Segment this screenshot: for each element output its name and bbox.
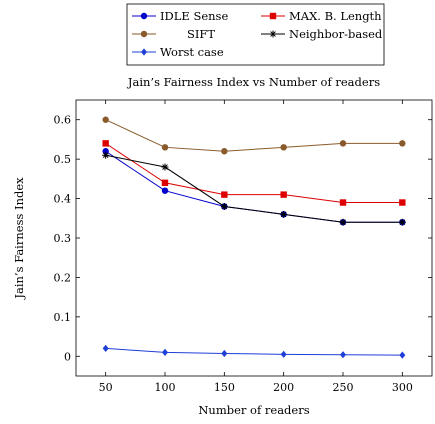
data-point xyxy=(339,218,347,226)
series-line xyxy=(105,119,403,152)
x-tick-label: 50 xyxy=(99,381,113,394)
y-tick-label: 0.5 xyxy=(54,153,72,166)
data-point xyxy=(102,140,109,147)
data-point xyxy=(399,140,406,147)
x-tick-label: 250 xyxy=(333,381,354,394)
legend-item: SIFT xyxy=(132,27,215,41)
legend-label: Worst case xyxy=(160,45,224,59)
y-tick-label: 0 xyxy=(64,350,71,363)
data-point xyxy=(102,344,109,352)
y-tick-label: 0.6 xyxy=(54,114,72,127)
series-max-b-length xyxy=(102,140,406,206)
data-point xyxy=(161,187,169,194)
y-tick-label: 0.1 xyxy=(54,311,72,324)
data-point xyxy=(398,218,406,226)
legend-marker xyxy=(141,48,147,56)
plot-area xyxy=(75,99,433,377)
legend-label: MAX. B. Length xyxy=(289,9,382,23)
legend-item: MAX. B. Length xyxy=(261,9,382,23)
data-point xyxy=(280,210,288,218)
y-tick-label: 0.2 xyxy=(54,271,72,284)
legend-marker xyxy=(269,30,277,38)
legend-label: SIFT xyxy=(187,27,215,41)
series-worst-case xyxy=(102,344,406,359)
data-point xyxy=(102,148,109,155)
data-point xyxy=(221,349,228,358)
series-line xyxy=(105,142,403,204)
legend: IDLE Sense MAX. B. Length SIFT Neighbor-bas… xyxy=(126,3,385,66)
data-point xyxy=(162,348,168,356)
legend-marker xyxy=(269,12,277,20)
x-tick-label: 200 xyxy=(273,381,294,394)
series-neighbor-based xyxy=(102,151,406,226)
x-tick-label: 300 xyxy=(392,381,413,394)
series-sift xyxy=(102,116,406,155)
x-axis-label: Number of readers xyxy=(198,403,309,417)
series-line xyxy=(105,150,403,223)
data-point xyxy=(102,151,110,159)
data-point xyxy=(280,350,287,358)
legend-marker xyxy=(140,12,148,20)
series-line xyxy=(105,154,403,223)
data-point xyxy=(221,191,228,198)
data-point xyxy=(161,179,169,186)
data-point xyxy=(280,191,287,198)
legend-label: Neighbor-based xyxy=(289,27,383,41)
legend-item: Worst case xyxy=(132,45,224,59)
data-point xyxy=(339,199,347,206)
legend-label: IDLE Sense xyxy=(160,9,228,23)
data-point xyxy=(161,144,169,151)
data-point xyxy=(161,163,169,171)
x-tick-label: 100 xyxy=(155,381,176,394)
y-tick-label: 0.4 xyxy=(54,193,72,206)
legend-box xyxy=(126,3,385,66)
data-point xyxy=(220,202,228,210)
legend-item: IDLE Sense xyxy=(132,9,228,23)
data-point xyxy=(102,116,109,123)
data-point xyxy=(280,144,287,151)
data-point xyxy=(339,140,347,147)
data-point xyxy=(399,199,406,206)
legend-marker xyxy=(140,30,148,38)
y-axis-label: Jain’s Fairness Index xyxy=(12,177,26,300)
series-line xyxy=(105,347,403,356)
series-idle-sense xyxy=(102,148,406,226)
data-point xyxy=(399,351,406,359)
chart-title: Jain’s Fairness Index vs Number of reade… xyxy=(127,75,380,89)
data-point xyxy=(221,148,228,155)
y-tick-label: 0.3 xyxy=(54,232,72,245)
x-tick-label: 150 xyxy=(214,381,235,394)
data-point xyxy=(340,351,346,359)
legend-item: Neighbor-based xyxy=(261,27,383,41)
